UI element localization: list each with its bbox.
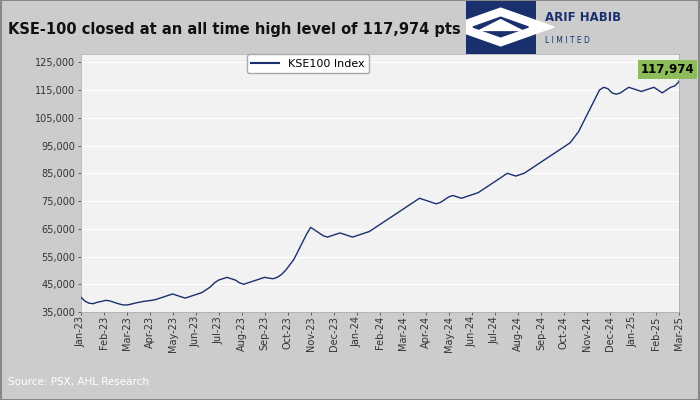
Text: Source: PSX, AHL Research: Source: PSX, AHL Research — [8, 377, 149, 387]
Text: 117,974: 117,974 — [640, 63, 694, 82]
Polygon shape — [480, 20, 522, 30]
Bar — [466, 0, 536, 54]
Polygon shape — [447, 8, 554, 46]
Polygon shape — [473, 17, 528, 37]
Text: L I M I T E D: L I M I T E D — [545, 36, 590, 45]
Text: KSE-100 closed at an all time high level of 117,974 pts: KSE-100 closed at an all time high level… — [8, 22, 461, 37]
Legend: KSE100 Index: KSE100 Index — [247, 54, 369, 73]
Text: ARIF HABIB: ARIF HABIB — [545, 11, 622, 24]
